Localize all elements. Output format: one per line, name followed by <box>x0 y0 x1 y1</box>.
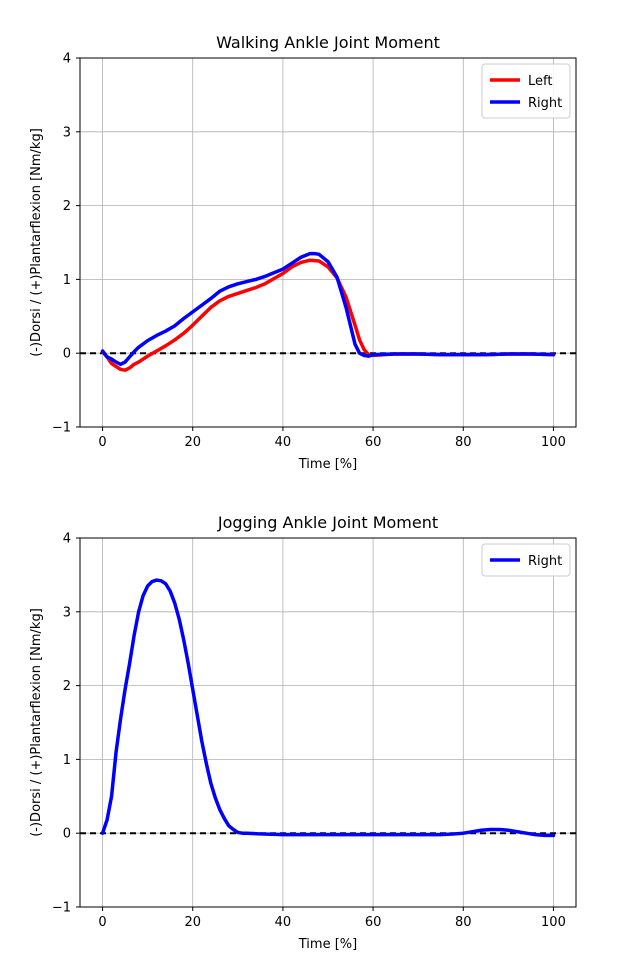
y-tick-label: −1 <box>52 901 71 916</box>
legend-label-right: Right <box>528 554 562 569</box>
x-tick-label: 0 <box>98 915 106 930</box>
x-tick-label: 20 <box>184 915 201 930</box>
y-tick-label: 0 <box>63 347 71 362</box>
series-line-right <box>100 578 556 838</box>
x-tick-label: 100 <box>541 915 566 930</box>
x-axis-label: Time [%] <box>298 457 357 472</box>
x-tick-label: 60 <box>365 435 382 450</box>
y-axis-label: (-)Dorsi / (+)Plantarflexion [Nm/kg] <box>29 128 44 357</box>
y-tick-label: 2 <box>63 199 71 214</box>
chart-title: Jogging Ankle Joint Moment <box>217 513 438 532</box>
y-tick-label: 1 <box>63 273 71 288</box>
plot-frame <box>79 57 577 428</box>
y-axis-label: (-)Dorsi / (+)Plantarflexion [Nm/kg] <box>29 608 44 837</box>
legend: Left Right <box>481 63 571 119</box>
legend: Right <box>481 543 571 577</box>
x-tick-label: 40 <box>275 915 292 930</box>
y-tick-label: 4 <box>63 52 71 67</box>
legend-box <box>481 63 571 119</box>
x-tick-label: 100 <box>541 435 566 450</box>
legend-box <box>481 543 571 577</box>
y-tick-label: 4 <box>63 532 71 547</box>
y-tick-label: 1 <box>63 753 71 768</box>
x-tick-label: 80 <box>455 915 472 930</box>
x-tick-label: 80 <box>455 435 472 450</box>
x-tick-label: 0 <box>98 435 106 450</box>
y-tick-label: −1 <box>52 421 71 436</box>
y-tick-label: 2 <box>63 679 71 694</box>
x-tick-label: 40 <box>275 435 292 450</box>
plot-frame <box>79 537 577 908</box>
legend-label-left: Left <box>528 74 552 89</box>
x-tick-label: 20 <box>184 435 201 450</box>
legend-label-right: Right <box>528 96 562 111</box>
y-tick-label: 3 <box>63 605 71 620</box>
chart-title: Walking Ankle Joint Moment <box>216 33 440 52</box>
y-tick-label: 0 <box>63 827 71 842</box>
series-line-right <box>100 251 556 367</box>
x-axis-label: Time [%] <box>298 937 357 952</box>
x-tick-label: 60 <box>365 915 382 930</box>
y-tick-label: 3 <box>63 125 71 140</box>
